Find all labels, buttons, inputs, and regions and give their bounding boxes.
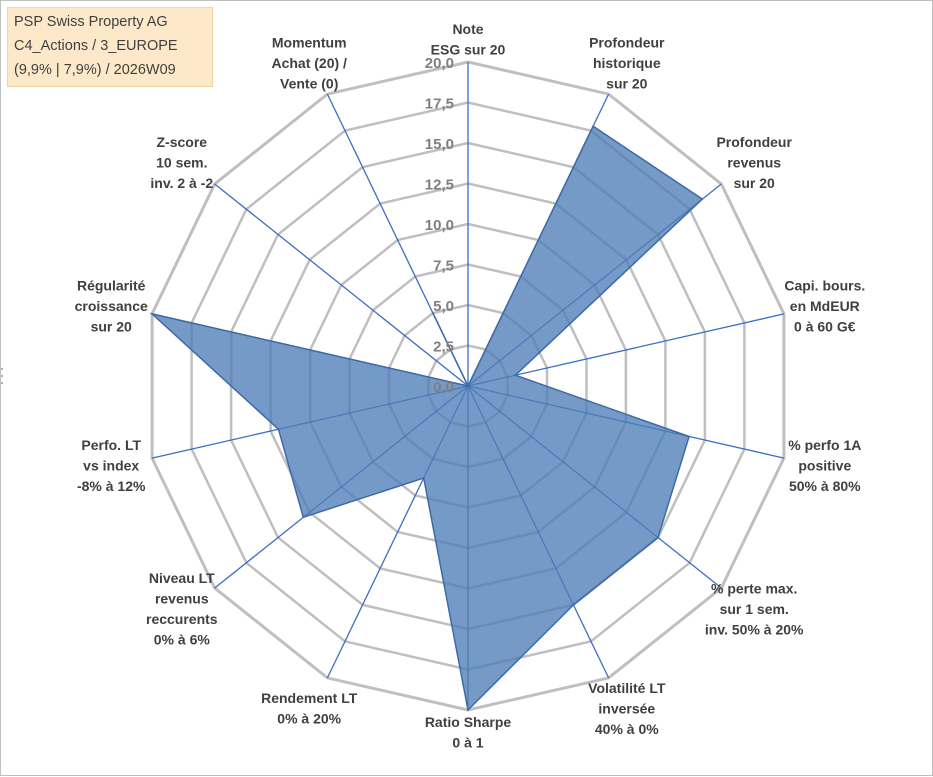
data-point-10 — [277, 428, 280, 431]
axis-label-13: Momentum Achat (20) / Vente (0) — [271, 35, 347, 92]
axis-label-5-line-2: inv. 50% à 20% — [705, 622, 804, 638]
axis-label-8-line-0: Rendement LT — [261, 690, 358, 706]
axis-label-10-line-2: -8% à 12% — [77, 478, 146, 494]
tick-label-4: 10,0 — [425, 217, 454, 234]
axis-label-5: % perte max. sur 1 sem. inv. 50% à 20% — [705, 581, 804, 638]
axis-label-0-line-1: ESG sur 20 — [431, 42, 506, 58]
edge-resize-handle — [1, 368, 3, 384]
axis-label-8: Rendement LT 0% à 20% — [261, 690, 358, 727]
data-point-3 — [514, 374, 517, 377]
axis-label-3: Capi. bours. en MdEUR 0 à 60 G€ — [784, 278, 865, 335]
axis-label-5-line-1: sur 1 sem. — [720, 601, 789, 617]
axis-label-12-line-1: 10 sem. — [156, 155, 207, 171]
data-point-6 — [572, 604, 575, 606]
axis-label-8-line-1: 0% à 20% — [277, 711, 341, 727]
axis-label-9-line-0: Niveau LT — [149, 570, 215, 586]
axis-label-0: Note ESG sur 20 — [431, 21, 506, 58]
axis-label-12-line-2: inv. 2 à -2 — [150, 175, 213, 191]
axis-label-9-line-2: reccurents — [146, 611, 218, 627]
axis-label-9-line-3: 0% à 6% — [154, 632, 211, 648]
axis-label-1-line-1: historique — [593, 55, 661, 71]
axis-label-11-line-1: croissance — [75, 298, 148, 314]
axis-label-13-line-1: Achat (20) / — [271, 55, 347, 71]
tick-label-0: 0,0 — [433, 379, 454, 396]
axis-label-10: Perfo. LT vs index -8% à 12% — [77, 437, 146, 494]
axis-label-11: Régularité croissance sur 20 — [75, 278, 148, 335]
axis-label-9-line-1: revenus — [155, 591, 209, 607]
data-point-1 — [592, 125, 594, 127]
data-point-8 — [422, 477, 425, 479]
axis-label-7: Ratio Sharpe 0 à 1 — [425, 714, 512, 751]
tick-label-1: 2,5 — [433, 339, 454, 356]
axis-label-6-line-2: 40% à 0% — [595, 721, 659, 737]
axis-label-2-line-0: Profondeur — [716, 134, 792, 150]
data-point-9 — [302, 516, 305, 519]
axis-spoke-3 — [467, 313, 785, 387]
axis-label-9: Niveau LT revenus reccurents 0% à 6% — [146, 570, 218, 648]
tick-label-2: 5,0 — [433, 298, 454, 315]
axis-label-4: % perfo 1A positive 50% à 80% — [788, 437, 861, 494]
axis-label-10-line-1: vs index — [83, 457, 139, 473]
axis-label-6-line-1: inversée — [598, 700, 655, 716]
data-point-7 — [467, 709, 469, 711]
axis-label-1-line-2: sur 20 — [606, 76, 647, 92]
title-stats: (9,9% | 7,9%) / 2026W09 — [14, 62, 176, 78]
axis-label-4-line-1: positive — [798, 457, 851, 473]
axis-label-13-line-0: Momentum — [272, 35, 347, 51]
axis-label-6: Volatilité LT inversée 40% à 0% — [588, 680, 666, 737]
axis-spoke-12 — [214, 183, 469, 387]
axis-label-7-line-1: 0 à 1 — [452, 735, 483, 751]
data-point-11 — [151, 313, 153, 315]
axis-label-11-line-0: Régularité — [77, 278, 146, 294]
tick-label-3: 7,5 — [433, 258, 454, 275]
axis-label-1: Profondeur historique sur 20 — [589, 35, 665, 92]
axis-label-10-line-0: Perfo. LT — [81, 437, 141, 453]
axis-label-2-line-1: revenus — [727, 155, 781, 171]
axis-label-4-line-0: % perfo 1A — [788, 437, 861, 453]
axis-label-1-line-0: Profondeur — [589, 35, 665, 51]
axis-label-3-line-1: en MdEUR — [790, 298, 860, 314]
radar-tick-labels: 0,0 2,5 5,0 7,5 10,0 12,5 15,0 17,5 20,0 — [425, 55, 454, 396]
axis-label-3-line-2: 0 à 60 G€ — [794, 319, 856, 335]
axis-label-5-line-0: % perte max. — [711, 581, 797, 597]
axis-label-4-line-2: 50% à 80% — [789, 478, 861, 494]
axis-label-13-line-2: Vente (0) — [280, 76, 338, 92]
axis-label-2: Profondeur revenus sur 20 — [716, 134, 792, 191]
radar-axis-labels: Note ESG sur 20 Profondeur historique sur 20… — [75, 21, 866, 751]
axis-label-2-line-2: sur 20 — [734, 175, 775, 191]
axis-label-3-line-0: Capi. bours. — [784, 278, 865, 294]
data-point-4 — [688, 435, 690, 438]
series-area — [149, 125, 704, 712]
axis-label-12: Z-score 10 sem. inv. 2 à -2 — [150, 134, 213, 191]
tick-label-6: 15,0 — [425, 136, 454, 153]
radar-series — [149, 125, 704, 712]
title-company: PSP Swiss Property AG — [14, 14, 168, 30]
data-point-5 — [657, 536, 659, 539]
axis-label-12-line-0: Z-score — [157, 134, 208, 150]
axis-label-6-line-0: Volatilité LT — [588, 680, 666, 696]
tick-label-8: 20,0 — [425, 55, 454, 72]
chart-title-box: PSP Swiss Property AG C4_Actions / 3_EUR… — [7, 7, 213, 87]
axis-label-7-line-0: Ratio Sharpe — [425, 714, 512, 730]
data-point-12 — [467, 385, 469, 387]
axis-label-11-line-2: sur 20 — [91, 319, 132, 335]
title-category: C4_Actions / 3_EUROPE — [14, 38, 178, 54]
axis-label-0-line-0: Note — [452, 21, 483, 37]
data-point-2 — [701, 198, 704, 200]
tick-label-5: 12,5 — [425, 177, 454, 194]
data-point-13 — [432, 312, 434, 314]
tick-label-7: 17,5 — [425, 96, 454, 113]
